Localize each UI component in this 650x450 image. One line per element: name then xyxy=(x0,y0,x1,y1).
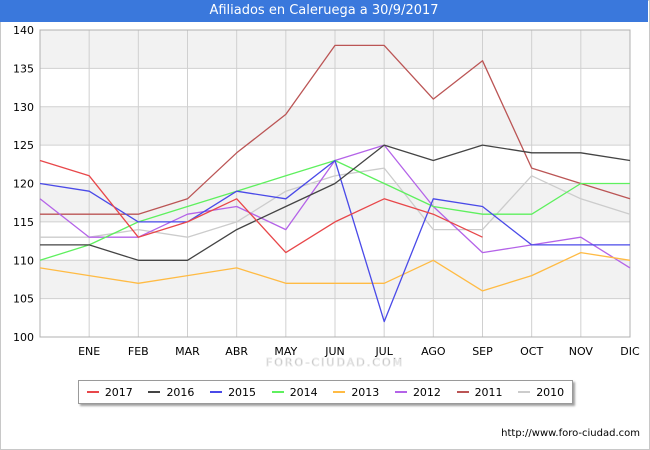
legend-item-2011: 2011 xyxy=(456,385,503,399)
legend-label: 2013 xyxy=(351,385,380,399)
y-tick-label: 105 xyxy=(13,293,34,306)
series-line-2015 xyxy=(39,159,630,323)
legend-item-2015: 2015 xyxy=(210,386,256,399)
legend-item-2013: 2013 xyxy=(333,386,379,399)
legend-label: 2014 xyxy=(289,385,318,399)
legend-swatch xyxy=(518,391,531,393)
y-tick-label: 135 xyxy=(13,62,34,75)
legend-item-2017: 2017 xyxy=(86,385,133,399)
legend-item-2014: 2014 xyxy=(271,385,318,399)
y-tick-label: 110 xyxy=(13,254,34,267)
x-tick-label: JUN xyxy=(324,345,345,358)
axis-labels: 100 105 110 115 120 125 130 135 140 ENE FEB MAR ABR M… xyxy=(13,24,640,358)
legend-item-2012: 2012 xyxy=(394,385,441,399)
legend-label: 2017 xyxy=(104,385,133,399)
x-tick-label: FEB xyxy=(128,345,149,358)
y-tick-label: 140 xyxy=(13,24,34,37)
source-url: http://www.foro-ciudad.com xyxy=(501,428,640,439)
x-tick-label: ABR xyxy=(225,345,248,358)
y-tick-label: 130 xyxy=(13,101,34,114)
x-tick-label: JUL xyxy=(374,345,393,358)
series-line-2013 xyxy=(39,251,631,292)
chart-title: Afiliados en Caleruega a 30/9/2017 xyxy=(0,0,648,22)
x-tick-label: MAY xyxy=(274,345,297,358)
series-line-2017 xyxy=(39,159,483,254)
x-tick-label: MAR xyxy=(175,345,200,358)
y-tick-label: 115 xyxy=(13,216,34,229)
legend-swatch xyxy=(456,391,469,393)
legend-swatch xyxy=(210,391,223,393)
legend-label: 2010 xyxy=(536,385,565,399)
legend-swatch xyxy=(148,391,161,393)
y-tick-label: 100 xyxy=(13,331,34,344)
series-line-2011 xyxy=(40,44,631,215)
legend-swatch xyxy=(394,391,407,393)
x-tick-label: OCT xyxy=(520,345,543,358)
x-tick-label: DIC xyxy=(620,345,640,358)
legend-label: 2016 xyxy=(166,385,195,399)
y-tick-label: 125 xyxy=(13,139,34,152)
series-layer xyxy=(39,44,631,323)
series-line-2010 xyxy=(40,167,631,238)
legend: 2017 2016 2015 2014 2013 2012 2011 2010 xyxy=(78,380,573,404)
legend-label: 2012 xyxy=(412,385,441,399)
x-tick-label: ENE xyxy=(78,345,100,358)
legend-swatch xyxy=(86,391,99,393)
watermark: FORO-CIUDAD.COM xyxy=(266,356,404,369)
y-tick-label: 120 xyxy=(13,178,34,191)
legend-item-2016: 2016 xyxy=(148,386,194,399)
legend-swatch xyxy=(333,391,346,393)
legend-label: 2011 xyxy=(474,385,503,399)
series-line-2016 xyxy=(40,144,631,261)
x-tick-label: AGO xyxy=(421,345,446,358)
x-tick-label: NOV xyxy=(569,345,594,358)
x-tick-label: SEP xyxy=(472,345,493,358)
legend-label: 2015 xyxy=(228,385,257,399)
legend-item-2010: 2010 xyxy=(518,386,564,399)
legend-swatch xyxy=(271,391,284,393)
